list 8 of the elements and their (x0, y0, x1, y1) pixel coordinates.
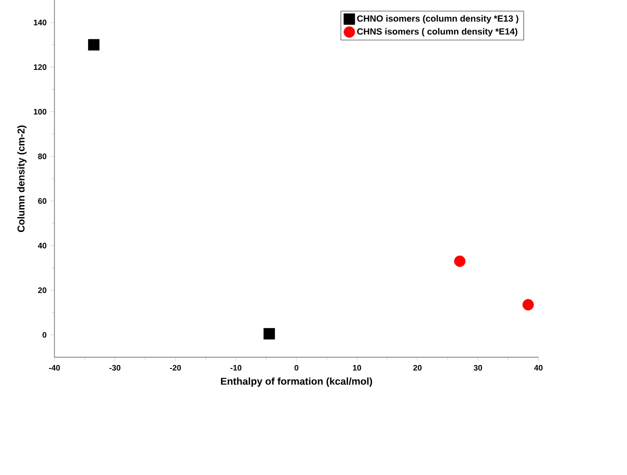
legend-label: CHNS isomers ( column density *E14) (357, 28, 518, 36)
point (454, 255, 466, 267)
legend-label: CHNO isomers (column density *E13 ) (357, 14, 518, 24)
point (264, 328, 275, 340)
y-axis-title: Column density (cm-2) (17, 125, 27, 232)
point (522, 298, 534, 310)
x-axis-title: Enthalpy of formation (kcal/mol) (221, 377, 372, 387)
point (88, 38, 100, 50)
